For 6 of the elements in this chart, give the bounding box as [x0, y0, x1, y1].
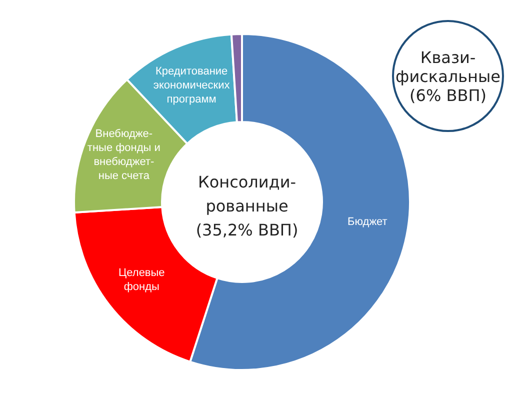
circle-outline: Квази- фискальные (6% ВВП) [392, 20, 504, 132]
slice-label: Бюджет [348, 216, 388, 228]
slice-label: Целевые фонды [118, 266, 165, 293]
text: Консолиди- рованные (35,2% ВВП) [196, 172, 298, 240]
slice-label: Кредитование экономических программ [153, 65, 230, 106]
slice-label: Внебюдже- тные фонды и внебюджет- ные счета [87, 128, 160, 182]
